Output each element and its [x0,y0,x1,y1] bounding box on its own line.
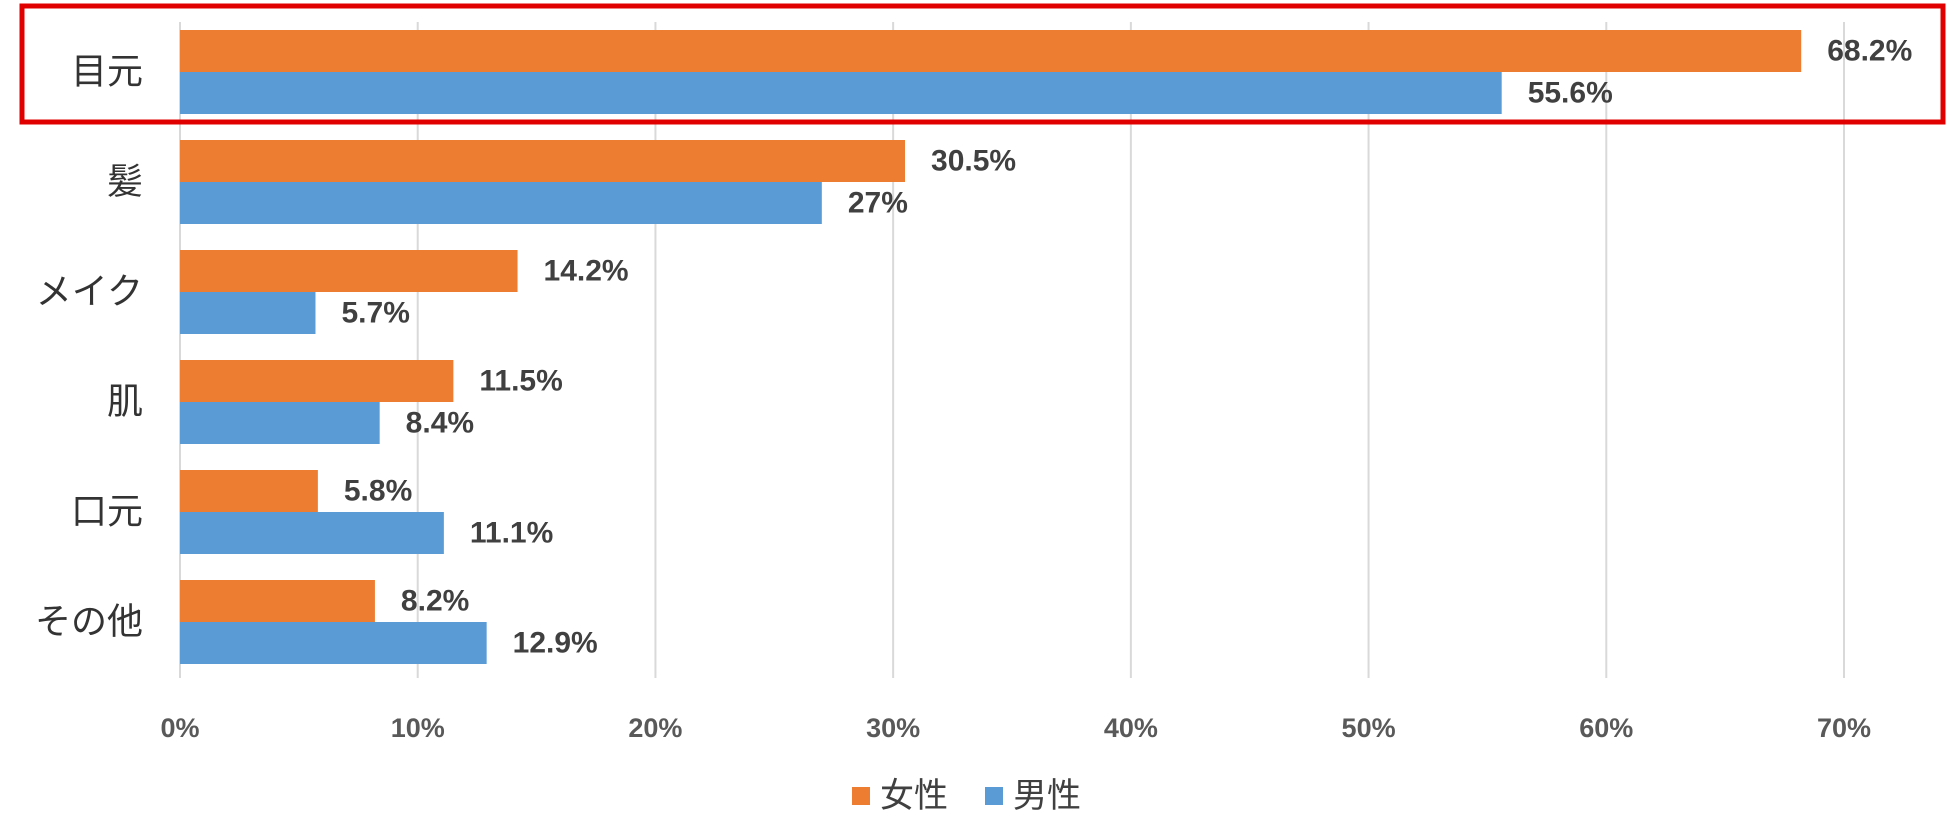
bar-series-1-category-6 [180,580,375,622]
legend-swatch-2 [985,787,1003,805]
x-tick-label-3: 30% [866,713,920,743]
data-label-series-1-category-6: 8.2% [401,585,469,618]
bar-series-2-category-4 [180,402,380,444]
data-label-series-2-category-3: 5.7% [341,297,409,330]
legend-label-2: 男性 [1013,776,1081,816]
gridlines [179,22,1845,678]
category-label-2: 髪 [107,162,143,203]
bar-series-1-category-5 [180,470,318,512]
highlight-box [19,3,1946,125]
bar-series-1-category-4 [180,360,454,402]
x-tick-label-2: 20% [628,713,682,743]
data-label-series-2-category-2: 27% [848,187,908,220]
legend-label-1: 女性 [880,776,948,816]
data-label-series-1-category-5: 5.8% [344,475,412,508]
bar-series-2-category-5 [180,512,444,554]
highlight-annotation [19,3,1946,125]
x-tick-label-7: 70% [1817,713,1871,743]
bar-series-1-category-2 [180,140,906,182]
bar-series-1-category-3 [180,250,518,292]
data-label-series-1-category-3: 14.2% [544,255,629,288]
data-label-series-2-category-4: 8.4% [406,407,474,440]
data-label-series-2-category-1: 55.6% [1528,77,1613,110]
data-label-series-1-category-1: 68.2% [1827,35,1912,68]
bar-series-1-category-1 [180,30,1802,72]
category-label-6: その他 [35,602,143,643]
value-axis: 0% 10% 20% 30% 40% 50% 60% 70% [160,713,1871,743]
x-tick-label-1: 10% [391,713,445,743]
legend-swatch-1 [852,787,870,805]
data-label-series-2-category-5: 11.1% [470,517,553,550]
bar-series-2-category-6 [180,622,487,664]
x-tick-label-0: 0% [160,713,199,743]
data-labels: 68.2% 30.5% 14.2% 11.5% 5.8% 8.2% 55.6% 27% 5.7%… [341,35,1912,660]
category-label-4: 肌 [107,382,143,423]
x-tick-label-5: 50% [1342,713,1396,743]
bars [180,30,1802,664]
data-label-series-1-category-2: 30.5% [931,145,1016,178]
category-label-3: メイク [36,272,143,313]
bar-series-2-category-2 [180,182,822,224]
bar-series-2-category-3 [180,292,316,334]
category-label-1: 目元 [71,52,143,93]
legend: 女性 男性 [852,776,1081,816]
category-label-5: 口元 [71,492,143,533]
x-tick-label-6: 60% [1579,713,1633,743]
bar-series-2-category-1 [180,72,1502,114]
x-tick-label-4: 40% [1104,713,1158,743]
data-label-series-2-category-6: 12.9% [513,627,598,660]
data-label-series-1-category-4: 11.5% [479,365,562,398]
